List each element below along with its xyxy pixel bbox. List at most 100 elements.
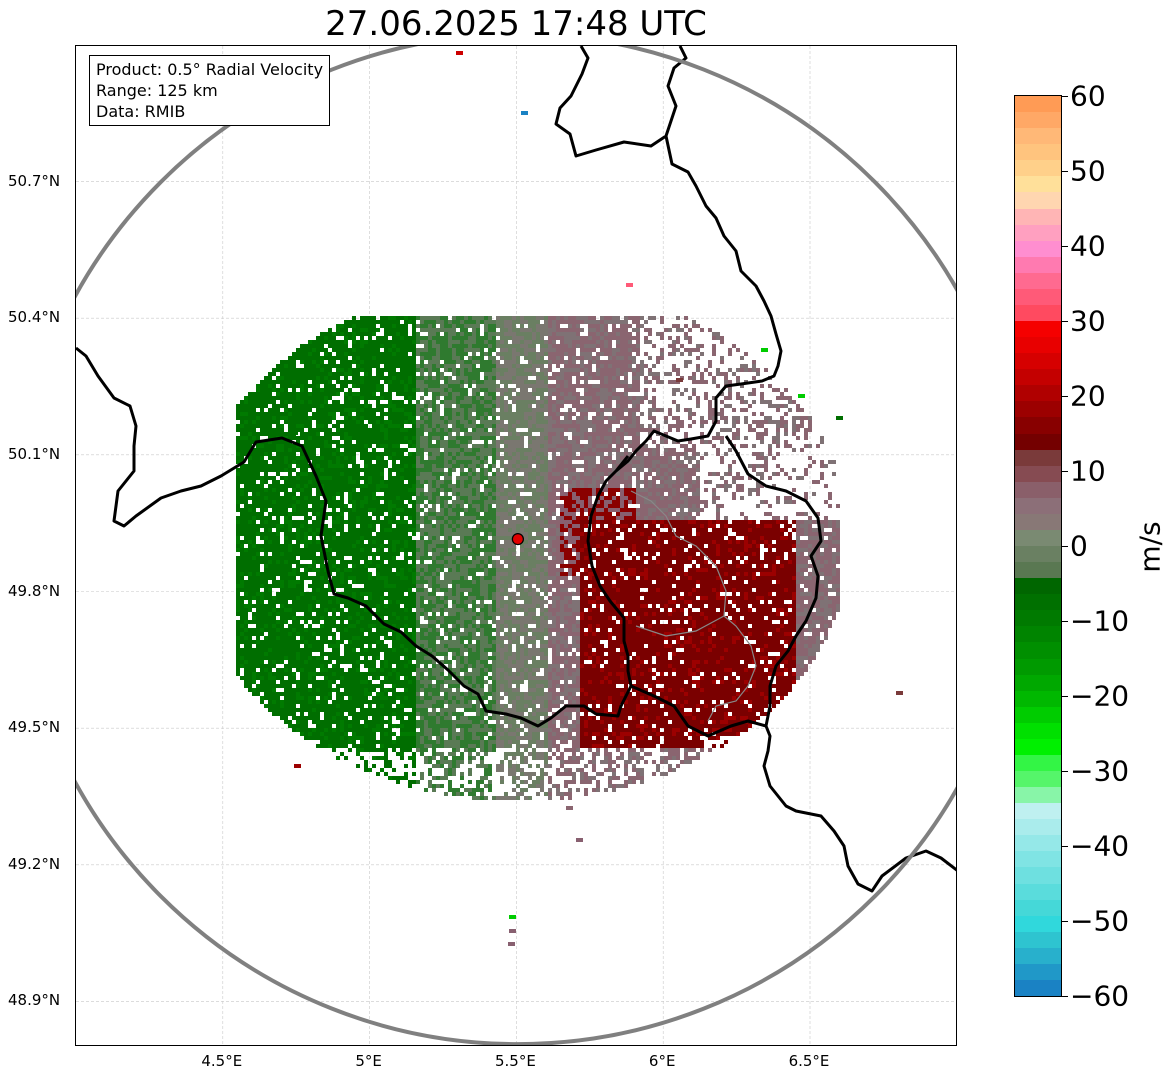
colorbar-band [1015, 610, 1061, 627]
colorbar-band [1015, 835, 1061, 852]
colorbar-band [1015, 851, 1061, 868]
colorbar-band [1015, 192, 1061, 210]
country-border-line-east [724, 435, 823, 727]
colorbar-band [1015, 690, 1061, 708]
range-ring-circle [76, 46, 956, 1045]
colorbar-tick-mark [1062, 546, 1068, 547]
colorbar-band [1015, 578, 1061, 595]
lat-label-3: 49.8°N [8, 581, 61, 600]
colorbar-tick-mark [1062, 96, 1068, 97]
colorbar-tick-mark [1062, 621, 1068, 622]
colorbar-band [1015, 401, 1061, 418]
colorbar-tick-label-2: 40 [1070, 229, 1106, 263]
colorbar-band [1015, 272, 1061, 290]
colorbar-band [1015, 256, 1061, 274]
colorbar-band [1015, 304, 1061, 322]
colorbar-tick-label-9: −30 [1070, 754, 1130, 788]
colorbar-band [1015, 240, 1061, 258]
colorbar-tick-label-3: 30 [1070, 304, 1106, 338]
colorbar-band [1015, 321, 1061, 338]
colorbar-band [1015, 787, 1061, 804]
colorbar-tick-label-10: −40 [1070, 829, 1130, 863]
colorbar-band [1015, 883, 1061, 901]
lon-label-3: 6°E [648, 1052, 676, 1070]
lat-label-1: 50.4°N [8, 308, 61, 327]
colorbar-band [1015, 642, 1061, 660]
country-border-line [76, 46, 783, 728]
colorbar-tick-label-8: −20 [1070, 679, 1130, 713]
colorbar-tick-mark [1062, 471, 1068, 472]
colorbar-tick-mark [1062, 321, 1068, 322]
colorbar-band [1015, 706, 1061, 724]
colorbar-tick-label-6: 0 [1070, 529, 1088, 563]
country-border-line-south [630, 684, 956, 893]
colorbar-band [1015, 738, 1061, 756]
colorbar-band [1015, 497, 1061, 515]
colorbar-band [1015, 754, 1061, 772]
colorbar-band [1015, 979, 1061, 996]
colorbar-tick-mark [1062, 396, 1068, 397]
colorbar-band [1015, 947, 1061, 965]
colorbar-band [1015, 144, 1061, 161]
lat-label-5: 49.2°N [8, 854, 61, 873]
colorbar-band [1015, 433, 1061, 451]
map-title: 27.06.2025 17:48 UTC [325, 4, 707, 44]
colorbar-band [1015, 867, 1061, 885]
radar-map[interactable] [75, 45, 957, 1046]
radar-site-dot [511, 533, 524, 546]
colorbar-band [1015, 931, 1061, 949]
lat-label-6: 48.9°N [8, 991, 61, 1010]
lat-label-0: 50.7°N [8, 171, 61, 190]
colorbar-band [1015, 674, 1061, 692]
colorbar-tick-label-12: −60 [1070, 979, 1130, 1013]
colorbar-band [1015, 385, 1061, 402]
lon-label-1: 5°E [355, 1052, 382, 1070]
colorbar-tick-mark [1062, 846, 1068, 847]
colorbar-tick-label-1: 50 [1070, 154, 1106, 188]
colorbar-band [1015, 417, 1061, 435]
lon-label-4: 6.5°E [788, 1052, 830, 1070]
colorbar-band [1015, 963, 1061, 981]
colorbar-band [1015, 626, 1061, 643]
colorbar-band [1015, 513, 1061, 531]
colorbar-tick-mark [1062, 696, 1068, 697]
colorbar-band [1015, 128, 1061, 145]
velocity-colorbar [1014, 95, 1062, 997]
colorbar-band [1015, 529, 1061, 547]
lat-label-2: 50.1°N [8, 444, 61, 463]
colorbar-band [1015, 899, 1061, 917]
sub-border-line [630, 490, 757, 722]
colorbar-tick-label-7: −10 [1070, 604, 1130, 638]
colorbar-tick-mark [1062, 171, 1068, 172]
lon-label-2: 5.5°E [494, 1052, 536, 1070]
colorbar-tick-mark [1062, 996, 1068, 997]
colorbar-band [1015, 353, 1061, 370]
colorbar-tick-mark [1062, 246, 1068, 247]
lat-label-4: 49.5°N [8, 718, 61, 737]
colorbar-band [1015, 96, 1061, 113]
colorbar-tick-label-11: −50 [1070, 904, 1130, 938]
colorbar-band [1015, 915, 1061, 933]
colorbar-band [1015, 594, 1061, 611]
colorbar-band [1015, 337, 1061, 354]
product-info-box: Product: 0.5° Radial Velocity Range: 125… [89, 55, 331, 126]
colorbar-tick-label-5: 10 [1070, 454, 1106, 488]
colorbar-band [1015, 722, 1061, 740]
colorbar-band [1015, 288, 1061, 306]
colorbar-band [1015, 160, 1061, 177]
colorbar-tick-mark [1062, 771, 1068, 772]
colorbar-band [1015, 449, 1061, 467]
radar-map-canvas [76, 46, 956, 1045]
colorbar-band [1015, 369, 1061, 386]
colorbar-band [1015, 803, 1061, 820]
colorbar-band [1015, 481, 1061, 499]
colorbar-band [1015, 224, 1061, 242]
country-borders [76, 46, 956, 893]
colorbar-tick-mark [1062, 921, 1068, 922]
colorbar-band [1015, 771, 1061, 788]
colorbar-tick-label-0: 60 [1070, 79, 1106, 113]
colorbar-band [1015, 819, 1061, 836]
product-line: Product: 0.5° Radial Velocity [96, 60, 324, 79]
lon-label-0: 4.5°E [201, 1052, 243, 1070]
range-line: Range: 125 km [96, 81, 218, 100]
